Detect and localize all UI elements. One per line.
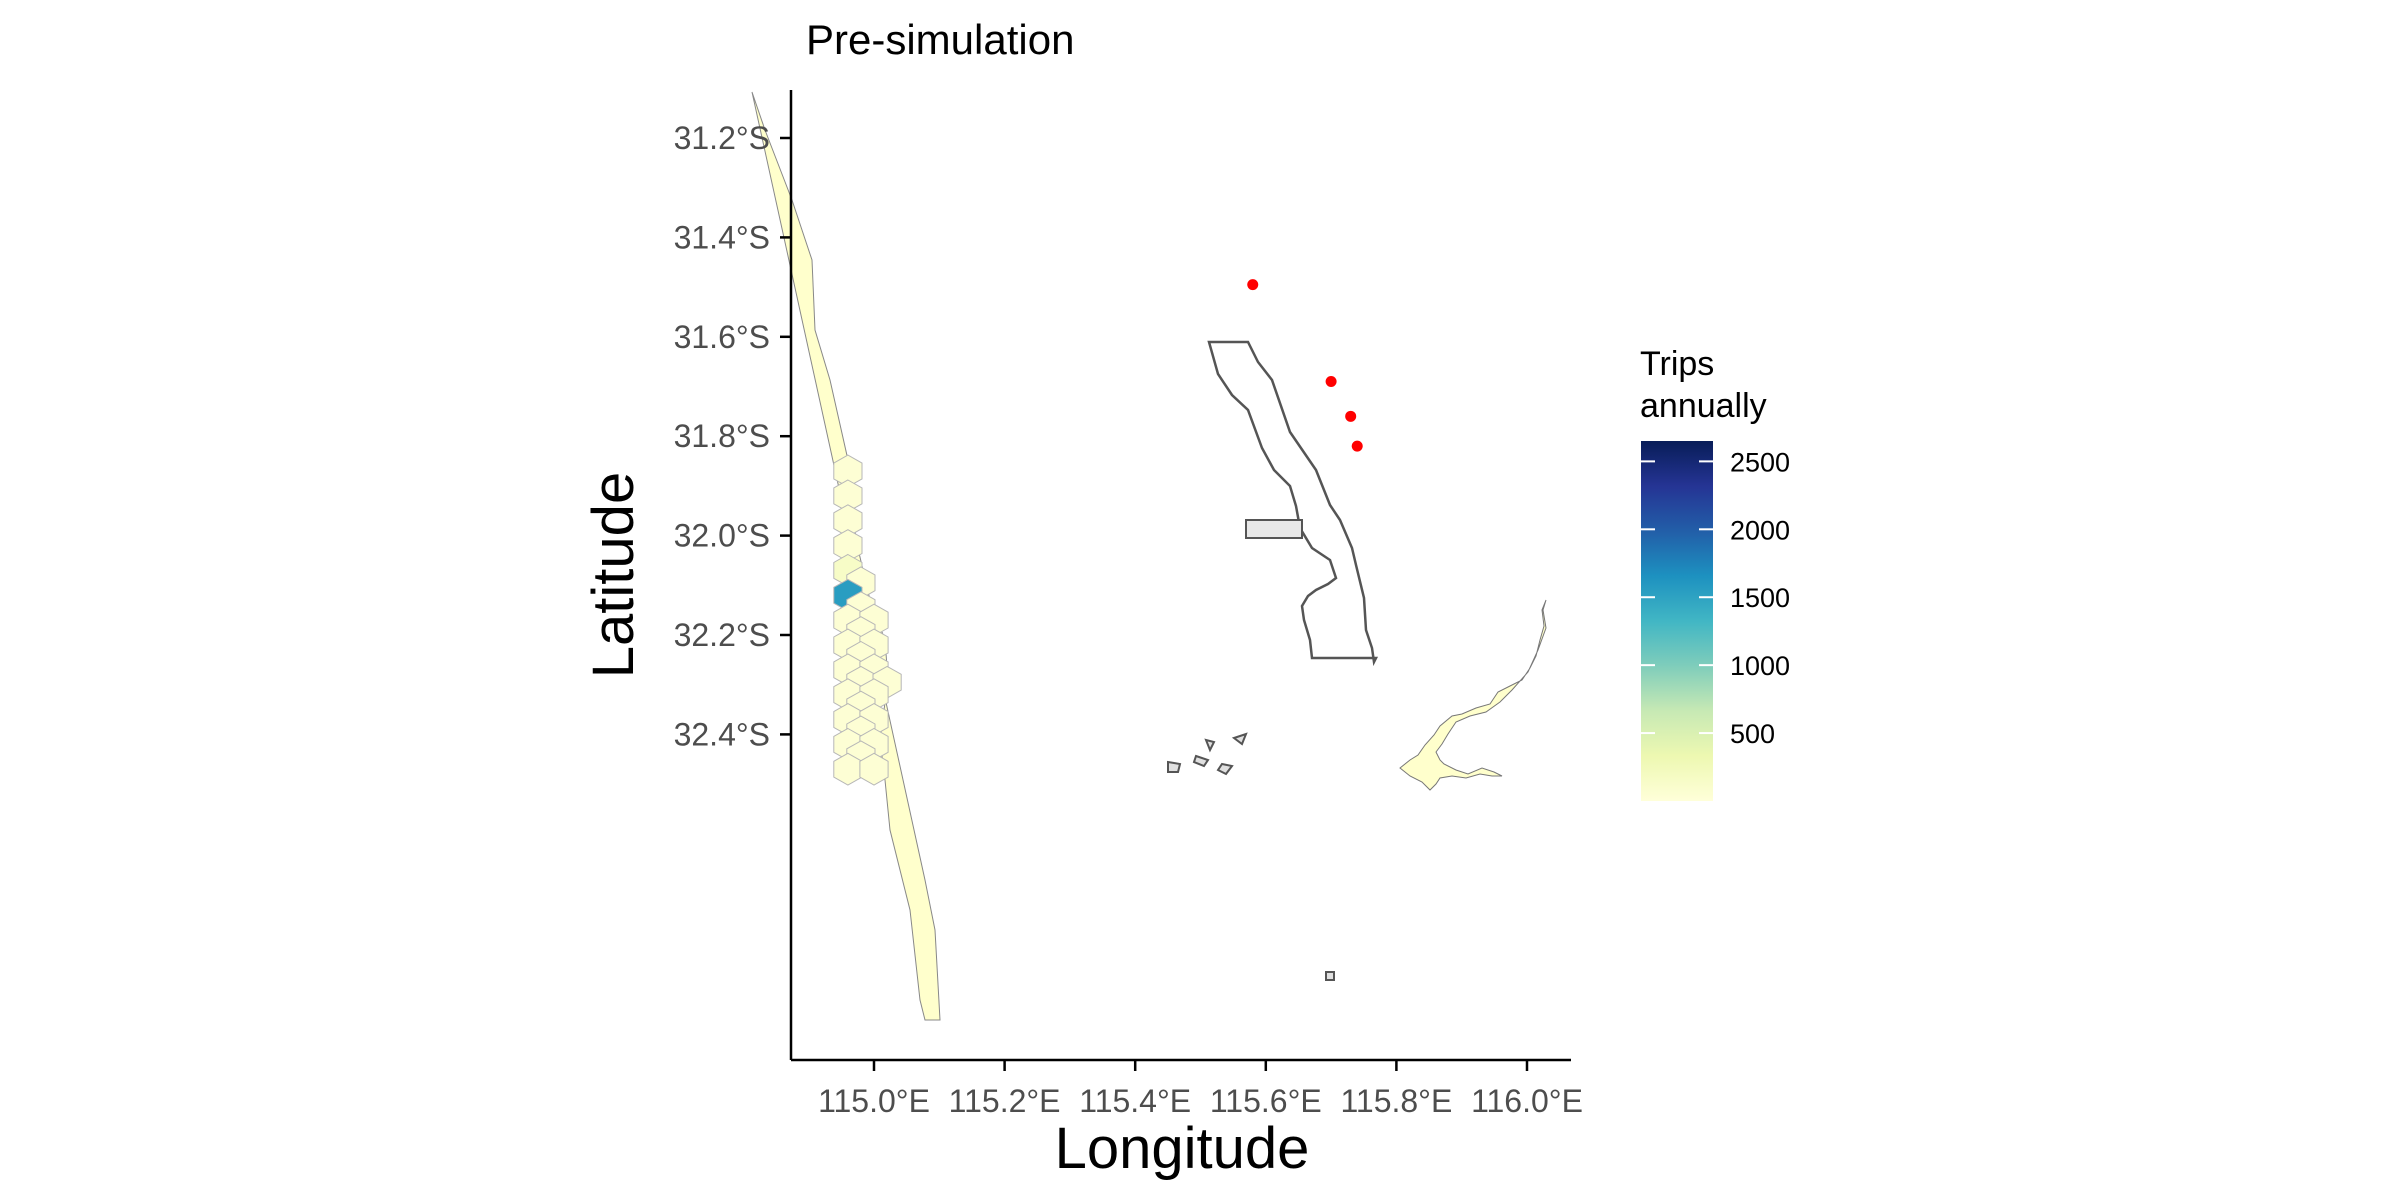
y-tick-label: 31.2°S (674, 120, 770, 156)
legend-title-line2: annually (1640, 387, 1767, 425)
y-tick-label: 31.4°S (674, 219, 770, 255)
y-axis-ticks: 31.2°S 31.4°S 31.6°S 31.8°S 32.0°S 32.2°S 32.4… (674, 120, 791, 752)
launch-point (1351, 440, 1363, 452)
launch-point (1345, 410, 1357, 422)
x-tick-label: 116.0°E (1471, 1083, 1583, 1119)
plot-title: Pre-simulation (806, 16, 1074, 63)
x-axis-title: Longitude (1055, 1116, 1310, 1181)
x-axis-ticks: 115.0°E 115.2°E 115.4°E 115.6°E 115.8°E 116.0… (818, 1060, 1583, 1119)
x-tick-label: 115.6°E (1210, 1083, 1322, 1119)
estuary-land (1399, 599, 1547, 791)
legend-title-line1: Trips (1640, 345, 1714, 383)
y-axis-title: Latitude (581, 472, 646, 678)
launch-points (1247, 279, 1363, 452)
y-tick-label: 32.0°S (674, 518, 770, 554)
legend-tick-label: 500 (1730, 719, 1775, 749)
legend-ticks: 2500 2000 1500 1000 500 (1641, 447, 1790, 749)
x-tick-label: 115.2°E (949, 1083, 1061, 1119)
y-tick-label: 32.4°S (674, 716, 770, 752)
x-tick-label: 115.4°E (1079, 1083, 1191, 1119)
legend: Trips annually 2500 2000 1500 1000 500 (1640, 345, 1790, 801)
legend-tick-label: 1500 (1730, 583, 1790, 613)
y-tick-label: 31.8°S (674, 418, 770, 454)
x-tick-label: 115.8°E (1340, 1083, 1452, 1119)
legend-colorbar (1641, 441, 1713, 801)
y-tick-label: 31.6°S (674, 319, 770, 355)
legend-tick-label: 1000 (1730, 651, 1790, 681)
legend-tick-label: 2000 (1730, 515, 1790, 545)
y-tick-label: 32.2°S (674, 617, 770, 653)
legend-tick-label: 2500 (1730, 447, 1790, 477)
launch-point (1325, 376, 1337, 388)
marine-zone-outline (1167, 340, 1379, 981)
hex-cell (859, 752, 889, 786)
launch-point (1247, 279, 1259, 291)
hex-grid (833, 454, 902, 786)
x-tick-label: 115.0°E (818, 1083, 930, 1119)
